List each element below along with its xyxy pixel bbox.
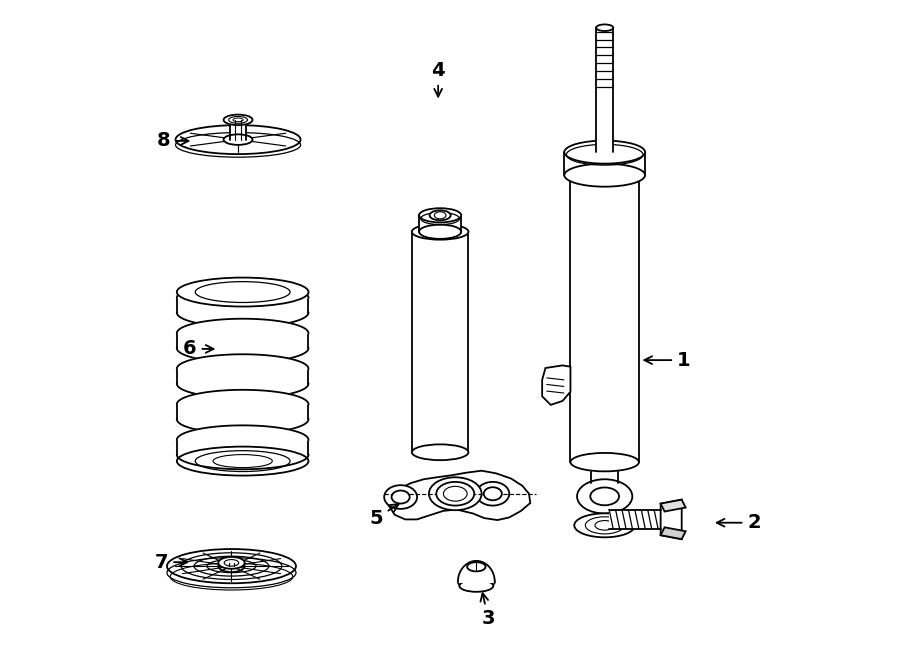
Ellipse shape xyxy=(458,574,495,589)
Ellipse shape xyxy=(564,141,645,164)
Polygon shape xyxy=(458,561,495,582)
Ellipse shape xyxy=(577,479,633,514)
Polygon shape xyxy=(571,173,639,462)
Ellipse shape xyxy=(412,444,468,460)
Ellipse shape xyxy=(459,580,493,592)
Text: 8: 8 xyxy=(157,132,188,151)
Ellipse shape xyxy=(176,278,309,307)
Text: 4: 4 xyxy=(431,61,445,97)
Polygon shape xyxy=(230,120,246,139)
Ellipse shape xyxy=(596,24,613,31)
Text: 6: 6 xyxy=(184,340,213,358)
Polygon shape xyxy=(176,348,309,363)
Polygon shape xyxy=(176,419,309,434)
Ellipse shape xyxy=(412,224,468,240)
Polygon shape xyxy=(176,390,309,405)
Polygon shape xyxy=(661,500,686,512)
Ellipse shape xyxy=(483,487,502,500)
Polygon shape xyxy=(661,500,681,539)
Ellipse shape xyxy=(429,210,451,220)
Ellipse shape xyxy=(219,561,245,572)
Polygon shape xyxy=(176,455,309,469)
Polygon shape xyxy=(609,510,661,529)
Polygon shape xyxy=(412,232,468,452)
Text: 3: 3 xyxy=(481,593,495,629)
Polygon shape xyxy=(176,319,309,333)
Ellipse shape xyxy=(571,453,639,471)
Ellipse shape xyxy=(223,114,253,125)
Ellipse shape xyxy=(419,208,461,222)
Polygon shape xyxy=(176,426,309,440)
Ellipse shape xyxy=(429,477,482,510)
Ellipse shape xyxy=(564,164,645,186)
Polygon shape xyxy=(661,527,686,539)
Ellipse shape xyxy=(219,557,245,568)
Polygon shape xyxy=(419,215,461,232)
Ellipse shape xyxy=(384,485,417,509)
Polygon shape xyxy=(596,28,613,152)
Ellipse shape xyxy=(467,562,485,571)
Ellipse shape xyxy=(223,134,253,145)
Polygon shape xyxy=(176,313,309,327)
Ellipse shape xyxy=(436,482,474,506)
Polygon shape xyxy=(564,152,645,175)
Ellipse shape xyxy=(167,549,296,583)
Ellipse shape xyxy=(590,487,619,505)
Ellipse shape xyxy=(574,514,635,537)
Polygon shape xyxy=(176,354,309,369)
Text: 2: 2 xyxy=(716,513,760,532)
Text: 1: 1 xyxy=(644,350,690,369)
Text: 7: 7 xyxy=(155,553,187,572)
Ellipse shape xyxy=(176,447,309,475)
Polygon shape xyxy=(388,471,530,520)
Text: 5: 5 xyxy=(370,504,399,527)
Ellipse shape xyxy=(476,482,509,506)
Polygon shape xyxy=(176,283,309,297)
Ellipse shape xyxy=(392,490,410,504)
Ellipse shape xyxy=(176,125,301,154)
Ellipse shape xyxy=(419,225,461,239)
Polygon shape xyxy=(542,366,571,405)
Ellipse shape xyxy=(571,163,639,182)
Polygon shape xyxy=(176,383,309,398)
